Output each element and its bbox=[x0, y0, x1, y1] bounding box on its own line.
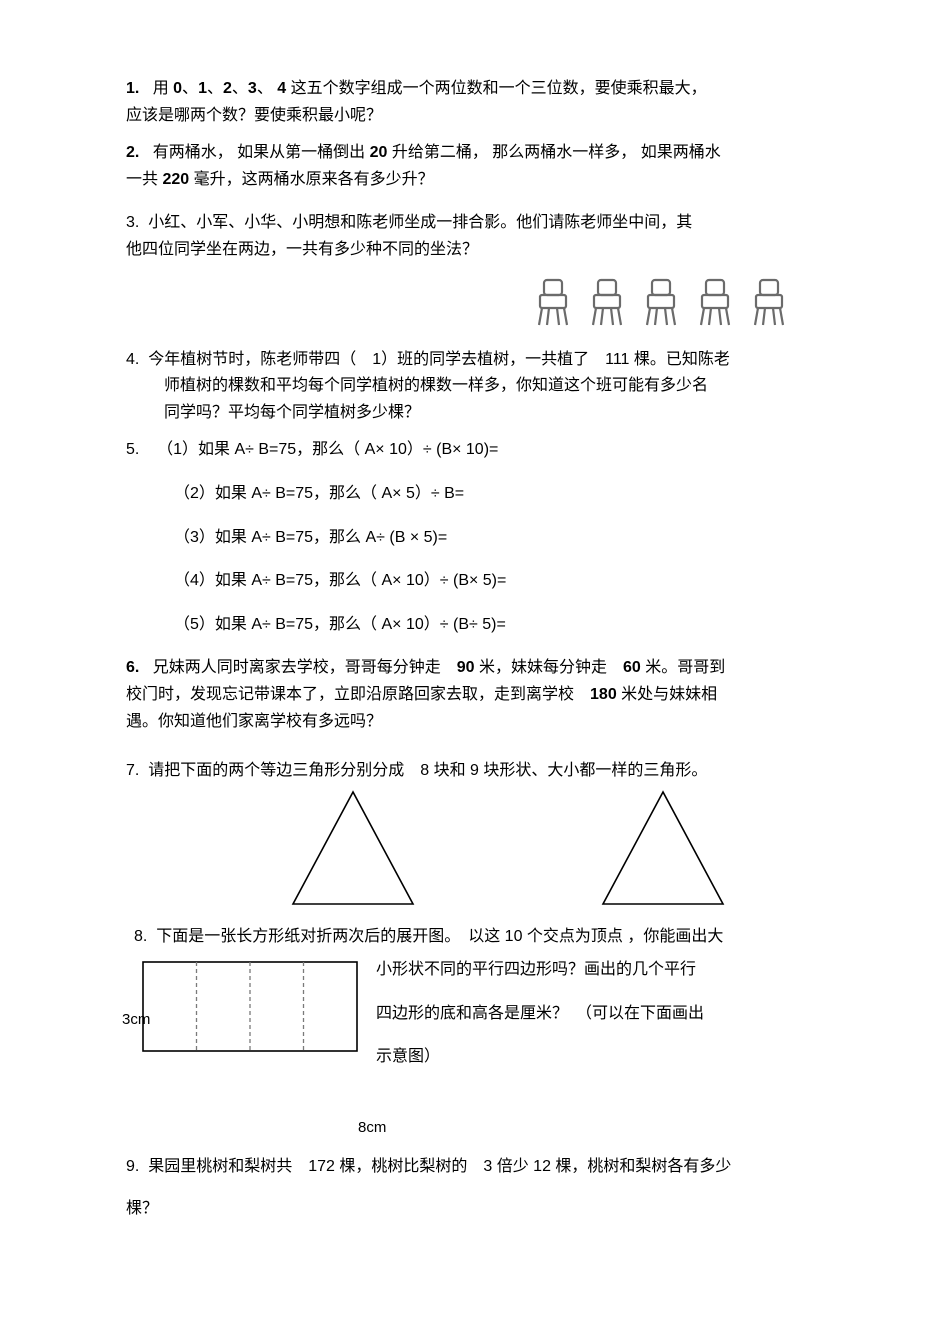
chair-icon bbox=[640, 277, 682, 327]
q6-line1: 6. 兄妹两人同时离家去学校，哥哥每分钟走 90 米，妹妹每分钟走 60 米。哥… bbox=[126, 657, 830, 679]
q2-line1: 2. 有两桶水， 如果从第一桶倒出 20 升给第二桶， 那么两桶水一样多， 如果… bbox=[126, 142, 830, 164]
question-6: 6. 兄妹两人同时离家去学校，哥哥每分钟走 90 米，妹妹每分钟走 60 米。哥… bbox=[126, 657, 830, 732]
question-1: 1. 用 0、1、2、3、 4 这五个数字组成一个两位数和一个三位数，要使乘积最… bbox=[126, 78, 830, 126]
q1-digit-3: 3 bbox=[248, 80, 257, 97]
dimension-3cm: 3cm bbox=[122, 1010, 150, 1030]
chair-icon bbox=[532, 277, 574, 327]
q8-line1: 8. 下面是一张长方形纸对折两次后的展开图。 以这 10 个交点为顶点 ，你能画… bbox=[134, 926, 830, 948]
q1-text: 用 bbox=[153, 80, 173, 97]
dimension-8cm: 8cm bbox=[126, 1118, 830, 1138]
q2-value-220: 220 bbox=[162, 171, 189, 188]
q5-number: 5. bbox=[126, 441, 139, 458]
q8-right-2: 四边形的底和高各是厘米？ （可以在下面画出 bbox=[376, 1003, 704, 1025]
q4-number: 4. bbox=[126, 351, 139, 368]
question-9: 9. 果园里桃树和梨树共 172 棵，桃树比梨树的 3 倍少 12 棵，桃树和梨… bbox=[126, 1156, 830, 1219]
q2-line2: 一共 220 毫升，这两桶水原来各有多少升？ bbox=[126, 169, 830, 191]
q5-item-4: （4）如果 A÷ B=75，那么（ A× 10）÷ (B× 5)= bbox=[174, 570, 830, 592]
question-2: 2. 有两桶水， 如果从第一桶倒出 20 升给第二桶， 那么两桶水一样多， 如果… bbox=[126, 142, 830, 190]
q7-figures bbox=[186, 788, 830, 908]
q9-line1: 9. 果园里桃树和梨树共 172 棵，桃树比梨树的 3 倍少 12 棵，桃树和梨… bbox=[126, 1156, 830, 1178]
chairs-row bbox=[126, 277, 790, 327]
q1-digit-2: 2 bbox=[223, 80, 232, 97]
question-7: 7. 请把下面的两个等边三角形分别分成 8 块和 9 块形状、大小都一样的三角形… bbox=[126, 760, 830, 782]
q8-right-text: 小形状不同的平行四边形吗？画出的几个平行 四边形的底和高各是厘米？ （可以在下面… bbox=[376, 959, 704, 1090]
q2-number: 2. bbox=[126, 144, 139, 161]
q9-line2: 棵？ bbox=[126, 1198, 830, 1220]
question-3: 3. 小红、小军、小华、小明想和陈老师坐成一排合影。他们请陈老师坐中间，其 他四… bbox=[126, 212, 830, 260]
q6-line3: 遇。你知道他们家离学校有多远吗？ bbox=[126, 711, 830, 733]
chair-icon bbox=[694, 277, 736, 327]
q1-digit-4: 4 bbox=[277, 80, 286, 97]
triangle-left-icon bbox=[283, 788, 423, 908]
q4-line2: 师植树的棵数和平均每个同学植树的棵数一样多，你知道这个班可能有多少名 bbox=[164, 375, 830, 397]
q4-line3: 同学吗？平均每个同学植树多少棵？ bbox=[164, 402, 830, 424]
q8-number: 8. bbox=[134, 928, 147, 945]
q2-value-20: 20 bbox=[370, 144, 388, 161]
question-4: 4. 今年植树节时，陈老师带四（ 1）班的同学去植树，一共植了 111 棵。已知… bbox=[126, 349, 830, 424]
question-5: 5. （1）如果 A÷ B=75，那么（ A× 10）÷ (B× 10)= （2… bbox=[126, 439, 830, 635]
q8-figure-area: 3cm bbox=[126, 959, 376, 1082]
q1-line2: 应该是哪两个数？要使乘积最小呢？ bbox=[126, 105, 830, 127]
q3-line2: 他四位同学坐在两边，一共有多少种不同的坐法？ bbox=[126, 239, 830, 261]
q6-value-180: 180 bbox=[590, 686, 617, 703]
q7-number: 7. bbox=[126, 762, 139, 779]
q1-number: 1. bbox=[126, 80, 139, 97]
q8-body: 3cm 小形状不同的平行四边形吗？画出的几个平行 四边形的底和高各是厘米？ （可… bbox=[126, 959, 830, 1090]
q5-line1: 5. （1）如果 A÷ B=75，那么（ A× 10）÷ (B× 10)= bbox=[126, 439, 830, 461]
q5-item-3: （3）如果 A÷ B=75，那么 A÷ (B × 5)= bbox=[174, 527, 830, 549]
q1-line1: 1. 用 0、1、2、3、 4 这五个数字组成一个两位数和一个三位数，要使乘积最… bbox=[126, 78, 830, 100]
q1-digit-0: 0 bbox=[173, 80, 182, 97]
triangle-right-icon bbox=[593, 788, 733, 908]
q6-number: 6. bbox=[126, 659, 139, 676]
q8-right-3: 示意图） bbox=[376, 1046, 704, 1068]
q3-line1: 3. 小红、小军、小华、小明想和陈老师坐成一排合影。他们请陈老师坐中间，其 bbox=[126, 212, 830, 234]
q6-value-90: 90 bbox=[457, 659, 475, 676]
q5-item-2: （2）如果 A÷ B=75，那么（ A× 5）÷ B= bbox=[174, 483, 830, 505]
q1-digit-1: 1 bbox=[198, 80, 207, 97]
rectangle-fold-icon bbox=[140, 959, 360, 1054]
q5-item-5: （5）如果 A÷ B=75，那么（ A× 10）÷ (B÷ 5)= bbox=[174, 614, 830, 636]
q7-line1: 7. 请把下面的两个等边三角形分别分成 8 块和 9 块形状、大小都一样的三角形… bbox=[126, 760, 830, 782]
chair-icon bbox=[586, 277, 628, 327]
q9-number: 9. bbox=[126, 1158, 139, 1175]
q4-line1: 4. 今年植树节时，陈老师带四（ 1）班的同学去植树，一共植了 111 棵。已知… bbox=[126, 349, 830, 371]
q8-right-1: 小形状不同的平行四边形吗？画出的几个平行 bbox=[376, 959, 704, 981]
q6-value-60: 60 bbox=[623, 659, 641, 676]
q3-number: 3. bbox=[126, 214, 139, 231]
q6-line2: 校门时，发现忘记带课本了，立即沿原路回家去取，走到离学校 180 米处与妹妹相 bbox=[126, 684, 830, 706]
chair-icon bbox=[748, 277, 790, 327]
question-8: 8. 下面是一张长方形纸对折两次后的展开图。 以这 10 个交点为顶点 ，你能画… bbox=[126, 926, 830, 1139]
